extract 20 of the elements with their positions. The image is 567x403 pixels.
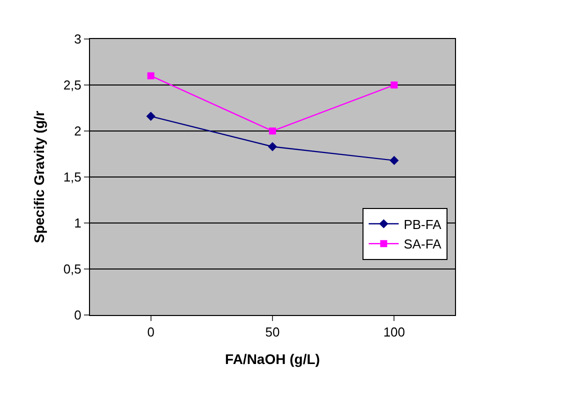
y-tick-label: 1: [74, 216, 82, 231]
y-tick-label: 0: [74, 308, 82, 323]
x-tick-label: 0: [147, 324, 154, 340]
point: [146, 112, 156, 121]
y-tick-label: 3: [74, 32, 82, 47]
y-tick-label: 2,5: [63, 78, 82, 93]
point: [390, 82, 398, 88]
point: [268, 142, 278, 152]
y-tick-label: 1,5: [63, 170, 82, 185]
point: [269, 128, 276, 134]
x-axis-title: FA/NaOH (g/L): [225, 350, 320, 367]
point: [147, 72, 154, 80]
y-tick-label: 2: [74, 124, 82, 139]
legend-label: SA-FA: [404, 236, 442, 252]
x-tick-label: 100: [383, 324, 406, 340]
x-tick-label: 50: [265, 324, 280, 340]
y-axis-title: Specific Gravity (g/r: [30, 110, 47, 244]
y-tick-label: 0,5: [63, 262, 82, 277]
legend-label: PB-FA: [404, 216, 442, 232]
point: [390, 156, 399, 165]
